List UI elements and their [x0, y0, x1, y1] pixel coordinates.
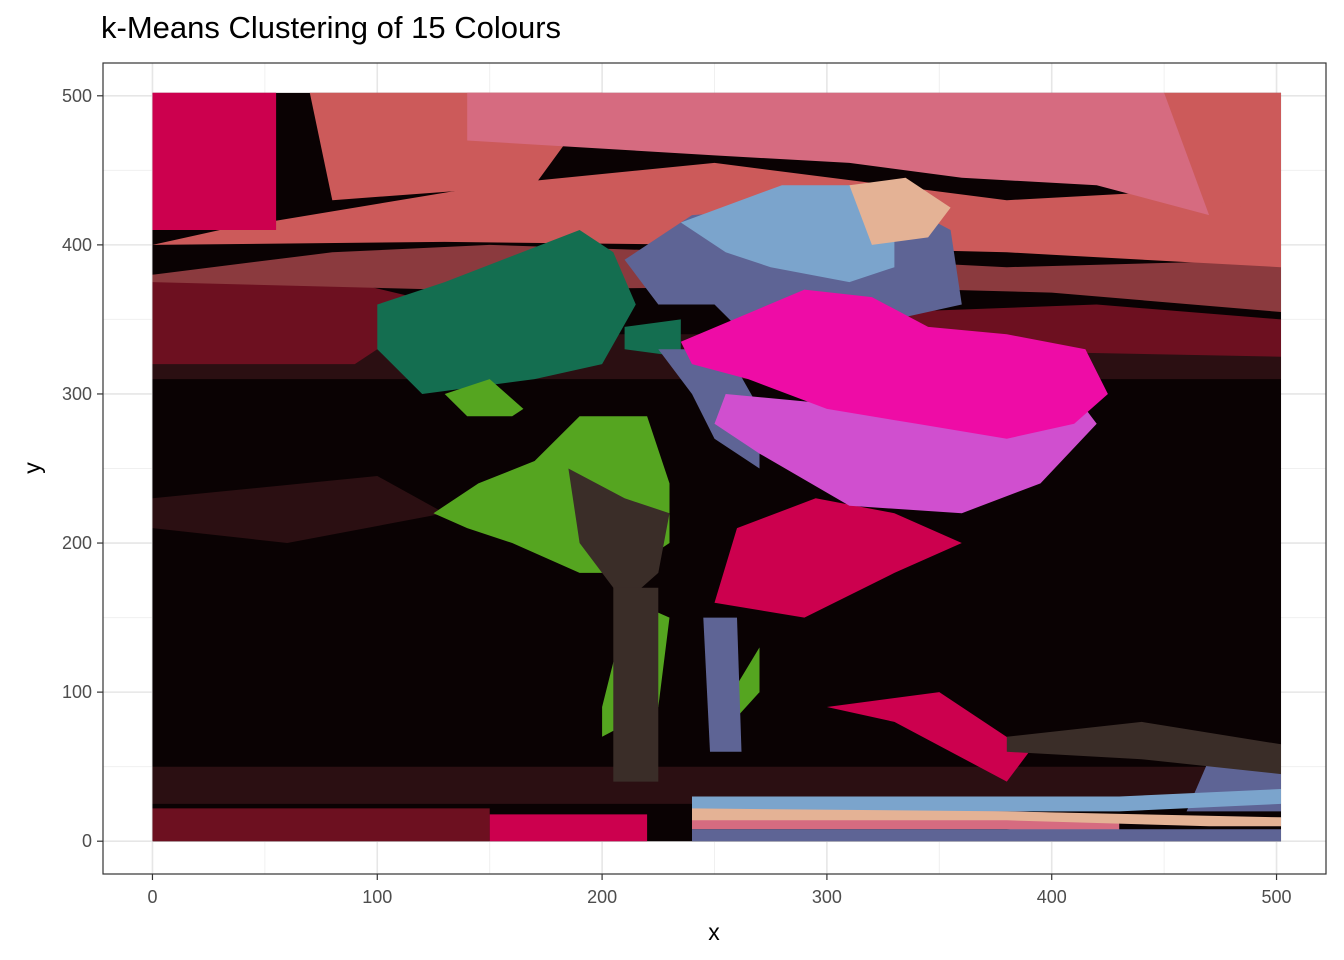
cluster-7-region [489, 814, 648, 842]
cluster-12-region [849, 177, 951, 245]
y-tick-label: 400 [62, 235, 92, 255]
cluster-7-region [714, 498, 962, 618]
y-tick-label: 200 [62, 533, 92, 553]
cluster-3-region [152, 808, 490, 842]
cluster-image [152, 92, 1282, 842]
cluster-15-region [1006, 721, 1281, 775]
cluster-11-region [680, 185, 895, 283]
x-tick-label: 100 [362, 887, 392, 907]
cluster-11-region [692, 789, 1281, 812]
panel-border [102, 62, 1327, 875]
x-axis: 0 100 200 300 400 500 [147, 874, 1292, 907]
cluster-10-region [658, 349, 760, 469]
x-tick-label: 200 [587, 887, 617, 907]
cluster-10-region [703, 617, 742, 752]
cluster-12-region [692, 808, 1281, 827]
cluster-10-region [692, 829, 1281, 842]
x-tick-label: 400 [1037, 887, 1067, 907]
cluster-9-region [444, 379, 524, 417]
y-axis: 0 100 200 300 400 500 [62, 86, 103, 851]
x-axis-title: x [708, 919, 720, 945]
cluster-15-region [568, 468, 670, 603]
cluster-8-region [377, 230, 636, 394]
x-tick-label: 0 [147, 887, 157, 907]
cluster-7-region [826, 692, 1030, 782]
cluster-14-region [680, 289, 1108, 439]
cluster-15-region [613, 587, 659, 782]
y-tick-label: 0 [82, 831, 92, 851]
y-axis-title: y [19, 462, 45, 474]
y-tick-label: 100 [62, 682, 92, 702]
cluster-6-region [467, 92, 1210, 216]
cluster-2-region [152, 476, 445, 543]
cluster-7-region [152, 92, 277, 230]
chart-title: k-Means Clustering of 15 Colours [101, 10, 561, 45]
x-tick-label: 300 [812, 887, 842, 907]
x-tick-label: 500 [1262, 887, 1292, 907]
cluster-3-region [152, 267, 445, 365]
cluster-8-region [624, 319, 681, 357]
y-tick-label: 300 [62, 384, 92, 404]
y-tick-label: 500 [62, 86, 92, 106]
